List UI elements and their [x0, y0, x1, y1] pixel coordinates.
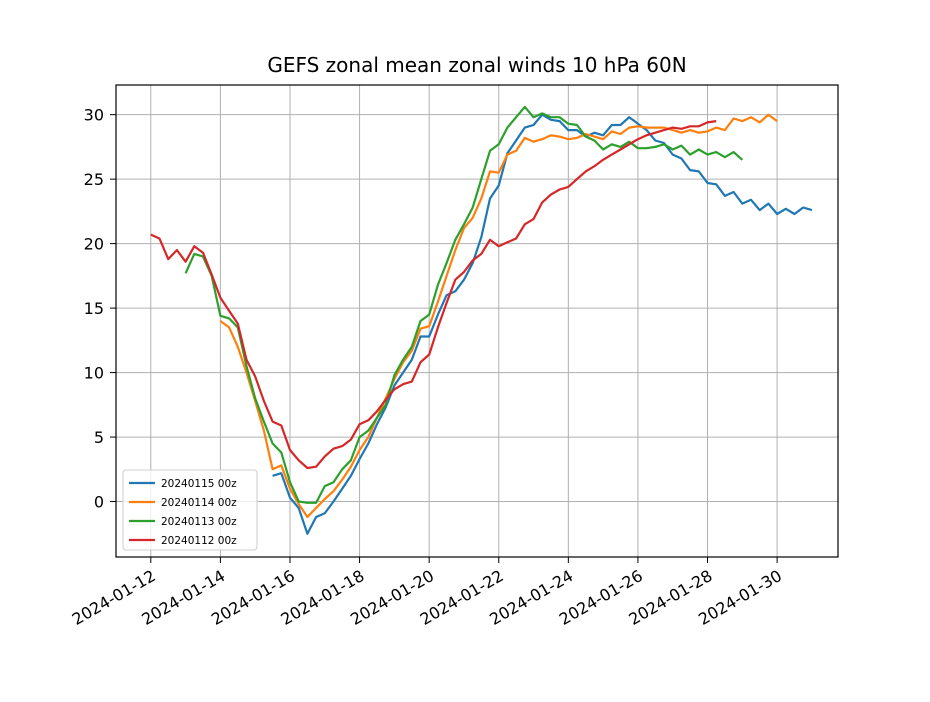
- series-line-20240115-00z: [272, 113, 813, 535]
- y-tick-label: 5: [94, 428, 104, 447]
- legend-label: 20240115 00z: [161, 478, 237, 490]
- y-tick-label: 20: [84, 235, 104, 254]
- y-tick-label: 15: [84, 299, 104, 318]
- y-tick-label: 10: [84, 364, 104, 383]
- legend: 20240115 00z 20240114 00z 20240113 00z 2024…: [122, 469, 258, 551]
- y-tick-label: 0: [94, 493, 104, 512]
- y-axis: 0 5 10 15 20 25 30: [84, 106, 116, 512]
- legend-label: 20240113 00z: [161, 516, 237, 528]
- legend-label: 20240114 00z: [161, 497, 237, 509]
- series-line-20240112-00z: [150, 120, 717, 470]
- y-tick-label: 30: [84, 106, 104, 125]
- axes-frame: [115, 84, 839, 558]
- series-line-20240114-00z: [219, 113, 778, 519]
- chart-title: GEFS zonal mean zonal winds 10 hPa 60N: [267, 53, 686, 77]
- grid: [116, 85, 838, 557]
- y-tick-label: 25: [84, 170, 104, 189]
- series-line-20240113-00z: [184, 105, 744, 504]
- legend-label: 20240112 00z: [161, 535, 237, 547]
- legend-box: [122, 469, 258, 551]
- series-lines: [150, 105, 813, 535]
